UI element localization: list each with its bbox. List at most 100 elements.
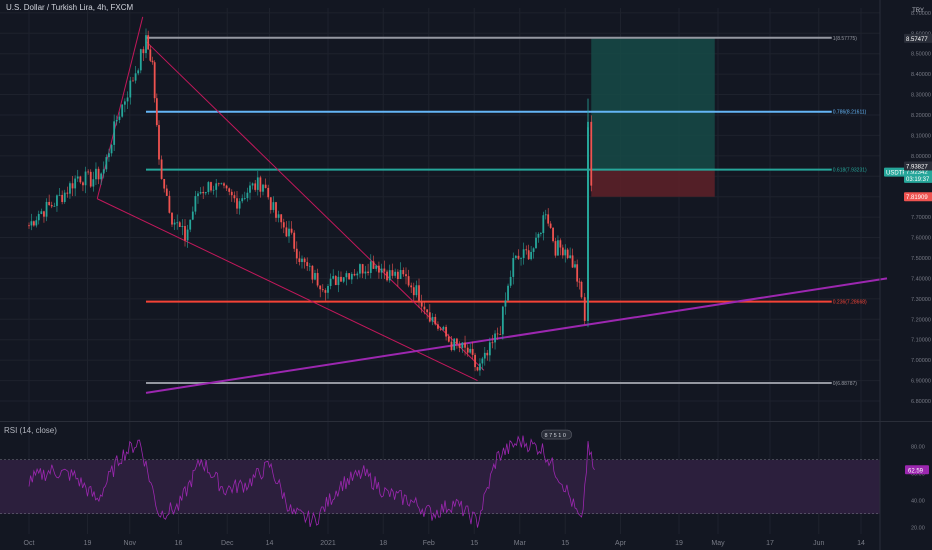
candle-body[interactable] xyxy=(329,278,332,286)
candle-body[interactable] xyxy=(171,212,173,225)
candle-body[interactable] xyxy=(32,221,35,226)
candle-body[interactable] xyxy=(293,232,296,249)
candle-body[interactable] xyxy=(137,70,140,74)
candle-body[interactable] xyxy=(105,157,108,170)
candle-body[interactable] xyxy=(345,273,348,278)
candle-body[interactable] xyxy=(243,198,246,199)
candle-body[interactable] xyxy=(439,328,442,330)
candle-body[interactable] xyxy=(28,225,30,227)
candle-body[interactable] xyxy=(580,281,583,298)
candle-body[interactable] xyxy=(95,168,97,180)
candle-body[interactable] xyxy=(402,270,405,275)
candle-body[interactable] xyxy=(356,273,359,276)
candle-body[interactable] xyxy=(324,290,327,293)
candle-body[interactable] xyxy=(447,336,450,342)
candle-body[interactable] xyxy=(241,198,244,202)
candle-body[interactable] xyxy=(249,185,251,193)
candle-body[interactable] xyxy=(383,268,386,272)
candle-body[interactable] xyxy=(48,201,51,206)
candle-body[interactable] xyxy=(479,363,481,371)
candle-body[interactable] xyxy=(108,153,110,158)
candle-body[interactable] xyxy=(554,241,557,256)
wedge-lower-line[interactable] xyxy=(97,198,478,382)
candle-body[interactable] xyxy=(280,214,283,223)
candle-body[interactable] xyxy=(35,220,38,226)
candle-body[interactable] xyxy=(199,191,202,194)
candle-body[interactable] xyxy=(115,119,118,122)
candle-body[interactable] xyxy=(564,249,567,256)
candle-body[interactable] xyxy=(542,215,545,233)
candle-body[interactable] xyxy=(204,192,207,194)
candle-body[interactable] xyxy=(574,264,576,268)
candle-body[interactable] xyxy=(407,276,410,286)
candle-body[interactable] xyxy=(223,183,225,186)
candle-body[interactable] xyxy=(186,229,189,241)
candle-body[interactable] xyxy=(290,228,293,233)
candle-body[interactable] xyxy=(334,276,337,286)
candle-body[interactable] xyxy=(256,177,259,190)
stop-zone[interactable] xyxy=(591,170,715,197)
candle-body[interactable] xyxy=(509,276,512,286)
candle-body[interactable] xyxy=(228,188,231,192)
candle-body[interactable] xyxy=(499,334,502,335)
candle-body[interactable] xyxy=(238,201,241,209)
candle-body[interactable] xyxy=(525,249,528,251)
candle-body[interactable] xyxy=(121,104,124,117)
events-badge[interactable] xyxy=(541,429,572,440)
candle-body[interactable] xyxy=(295,248,298,259)
candle-body[interactable] xyxy=(308,265,311,267)
candle-body[interactable] xyxy=(165,188,168,196)
candle-body[interactable] xyxy=(246,192,249,199)
candle-body[interactable] xyxy=(321,289,324,291)
candle-body[interactable] xyxy=(155,98,158,126)
candle-body[interactable] xyxy=(388,270,391,281)
candle-body[interactable] xyxy=(512,257,515,277)
candle-body[interactable] xyxy=(418,285,420,302)
candle-body[interactable] xyxy=(285,227,288,237)
candle-body[interactable] xyxy=(110,144,113,154)
candle-body[interactable] xyxy=(557,240,559,256)
candle-body[interactable] xyxy=(571,255,574,268)
candle-body[interactable] xyxy=(215,183,218,190)
candle-body[interactable] xyxy=(461,342,464,348)
candle-body[interactable] xyxy=(576,264,579,282)
candle-body[interactable] xyxy=(40,211,43,214)
candle-body[interactable] xyxy=(225,185,228,189)
candle-body[interactable] xyxy=(113,121,116,145)
candle-body[interactable] xyxy=(520,258,522,259)
candle-body[interactable] xyxy=(123,101,126,105)
candle-body[interactable] xyxy=(522,249,525,259)
candle-body[interactable] xyxy=(251,183,254,186)
candle-body[interactable] xyxy=(158,125,160,160)
candle-body[interactable] xyxy=(132,80,134,82)
candle-body[interactable] xyxy=(303,258,306,263)
candle-body[interactable] xyxy=(89,171,92,187)
candle-body[interactable] xyxy=(264,184,267,188)
candle-body[interactable] xyxy=(197,193,199,197)
candle-body[interactable] xyxy=(92,179,95,187)
candle-body[interactable] xyxy=(50,205,53,207)
candle-body[interactable] xyxy=(53,205,56,207)
candle-body[interactable] xyxy=(391,270,394,276)
candle-body[interactable] xyxy=(236,198,238,209)
candle-body[interactable] xyxy=(405,274,407,277)
candle-body[interactable] xyxy=(212,189,215,191)
candle-body[interactable] xyxy=(566,249,569,259)
candle-body[interactable] xyxy=(469,348,472,353)
candle-body[interactable] xyxy=(372,261,375,269)
candle-body[interactable] xyxy=(549,223,552,228)
candle-body[interactable] xyxy=(561,247,564,256)
candle-body[interactable] xyxy=(79,176,82,183)
candle-body[interactable] xyxy=(189,219,192,230)
candle-body[interactable] xyxy=(82,182,84,186)
candle-body[interactable] xyxy=(63,192,66,202)
candle-body[interactable] xyxy=(569,255,572,259)
candle-body[interactable] xyxy=(37,213,40,221)
candle-body[interactable] xyxy=(217,183,220,185)
candle-body[interactable] xyxy=(359,264,361,274)
candle-body[interactable] xyxy=(488,342,491,356)
candle-body[interactable] xyxy=(415,285,418,296)
candle-body[interactable] xyxy=(176,222,179,224)
candle-body[interactable] xyxy=(532,248,535,252)
candle-body[interactable] xyxy=(559,240,562,248)
